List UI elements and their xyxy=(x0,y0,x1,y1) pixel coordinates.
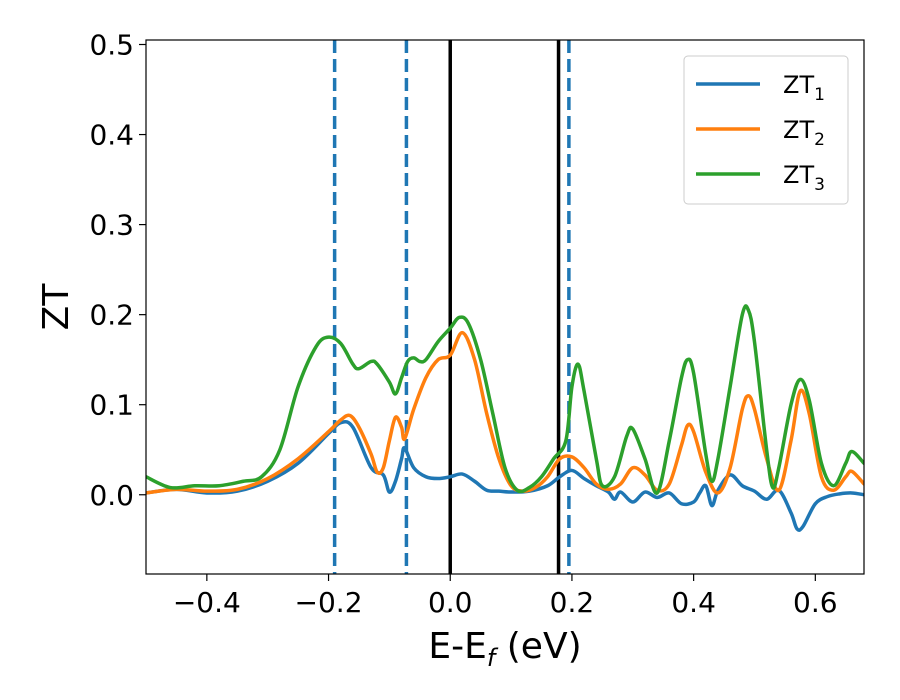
x-axis-label: E-Ef (eV) xyxy=(428,626,581,672)
y-tick-label: 0.1 xyxy=(89,389,134,422)
x-tick-label: 0.2 xyxy=(550,586,595,619)
x-axis-ticks: −0.4 −0.2 0.0 0.2 0.4 0.6 xyxy=(173,574,838,619)
legend-label-zt3: ZT3 xyxy=(783,161,825,195)
y-tick-label: 0.0 xyxy=(89,479,134,512)
y-tick-label: 0.2 xyxy=(89,299,134,332)
x-tick-label: −0.2 xyxy=(295,586,363,619)
series-lines xyxy=(146,304,864,532)
legend-label-zt1: ZT1 xyxy=(783,71,825,105)
series-line-zt2 xyxy=(146,330,864,495)
x-tick-label: 0.4 xyxy=(671,586,716,619)
x-axis-label-main: E-E xyxy=(428,626,486,667)
y-tick-label: 0.3 xyxy=(89,209,134,242)
legend-label-zt2: ZT2 xyxy=(783,116,825,150)
y-axis-ticks: 0.0 0.1 0.2 0.3 0.4 0.5 xyxy=(89,29,146,512)
y-axis-label: ZT xyxy=(36,283,77,331)
y-tick-label: 0.4 xyxy=(89,119,134,152)
x-tick-label: 0.0 xyxy=(428,586,473,619)
series-line-zt1 xyxy=(146,419,864,532)
legend-box xyxy=(683,55,849,205)
x-tick-label: 0.6 xyxy=(793,586,838,619)
x-axis-label-unit: (eV) xyxy=(495,626,581,667)
vertical-lines xyxy=(332,40,571,574)
plot-frame xyxy=(145,39,865,575)
series-line-zt3 xyxy=(146,304,864,495)
legend: ZT1 ZT2 ZT3 xyxy=(683,55,849,205)
y-tick-label: 0.5 xyxy=(89,29,134,62)
x-tick-label: −0.4 xyxy=(173,586,241,619)
